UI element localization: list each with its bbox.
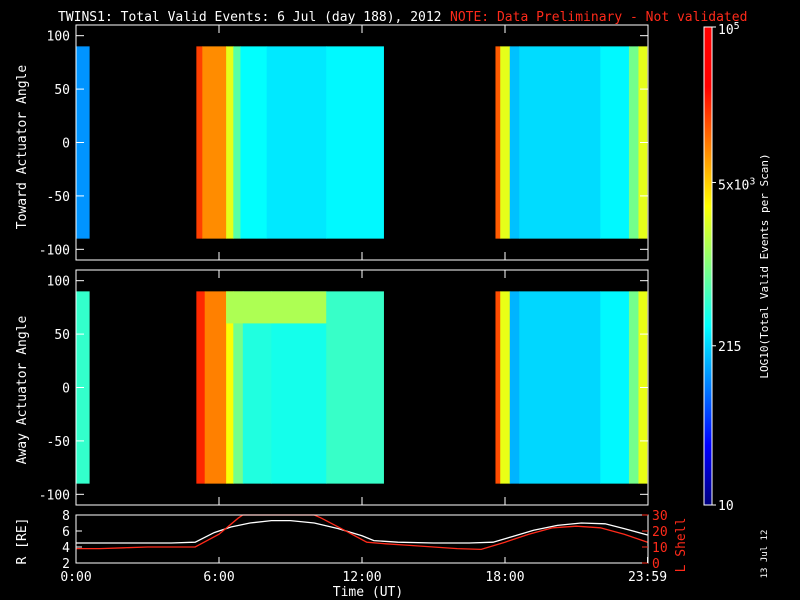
away-ytick-label: -50 <box>47 435 70 450</box>
orbit-left-ytick-label: 4 <box>62 541 70 556</box>
toward-ytick-label: 0 <box>62 137 70 152</box>
toward-band <box>202 46 227 239</box>
toward-band <box>509 46 520 239</box>
colorbar-tick-label: 105 <box>718 21 740 38</box>
x-tick-label: 6:00 <box>203 570 234 585</box>
orbit-right-axis-label: L Shell <box>674 518 689 573</box>
orbit-left-axis-label: R [RE] <box>15 518 30 565</box>
toward-band <box>240 46 268 239</box>
toward-band <box>196 46 203 239</box>
away-high-angle-feature <box>226 291 327 324</box>
orbit-right-ytick-label: 30 <box>652 509 668 524</box>
toward-band <box>226 46 234 239</box>
away-ytick-label: 100 <box>47 275 70 290</box>
toward-band <box>266 46 327 239</box>
x-tick-label: 18:00 <box>485 570 524 585</box>
colorbar-frame <box>703 26 713 506</box>
away-band <box>226 291 234 484</box>
orbit-right-ytick-label: 10 <box>652 541 668 556</box>
x-tick-label: 23:59 <box>628 570 667 585</box>
orbit-left-ytick-label: 8 <box>62 509 70 524</box>
radius-series-line <box>76 519 648 544</box>
toward-ytick-label: -50 <box>47 190 70 205</box>
away-band <box>519 291 601 484</box>
date-stamp: 13 Jul 12 <box>760 530 770 579</box>
toward-band <box>600 46 630 239</box>
lshell-series-line <box>76 514 648 551</box>
away-ytick-label: 50 <box>54 328 70 343</box>
colorbar-tick-label: 5x103 <box>718 176 755 193</box>
x-tick-label: 12:00 <box>342 570 381 585</box>
away-band <box>500 291 511 484</box>
away-band <box>495 291 501 484</box>
orbit-right-ytick-label: 20 <box>652 525 668 540</box>
x-tick-label: 0:00 <box>60 570 91 585</box>
away-ytick-label: -100 <box>39 488 70 503</box>
away-band <box>628 291 639 484</box>
toward-band <box>326 46 384 239</box>
away-y-axis-label: Away Actuator Angle <box>15 315 30 464</box>
away-band <box>326 291 384 484</box>
toward-band <box>628 46 639 239</box>
away-band <box>233 291 244 484</box>
away-band <box>196 291 206 484</box>
away-angle-panel: 100 50 0 -50 -100 <box>39 269 649 506</box>
away-band <box>204 291 227 484</box>
away-ytick-label: 0 <box>62 382 70 397</box>
colorbar-fill <box>704 27 712 505</box>
colorbar: 105 5x103 215 10 <box>703 21 755 514</box>
away-band <box>600 291 630 484</box>
colorbar-label: LOG10(Total Valid Events per Scan) <box>758 153 771 378</box>
toward-band <box>519 46 601 239</box>
orbit-left-ytick-label: 2 <box>62 557 70 572</box>
toward-y-axis-label: Toward Actuator Angle <box>15 65 30 230</box>
toward-ytick-label: -100 <box>39 243 70 258</box>
orbit-left-ytick-label: 6 <box>62 525 70 540</box>
x-axis-label: Time (UT) <box>333 585 403 600</box>
preliminary-note: NOTE: Data Preliminary - Not validated <box>450 10 747 25</box>
toward-ytick-label: 50 <box>54 83 70 98</box>
away-band <box>509 291 520 484</box>
toward-angle-panel: 100 50 0 -50 -100 <box>39 24 649 261</box>
colorbar-tick-label: 10 <box>718 499 734 514</box>
toward-ytick-label: 100 <box>47 30 70 45</box>
orbit-right-ytick-label: 0 <box>652 557 660 572</box>
toward-band <box>500 46 511 239</box>
chart-title: TWINS1: Total Valid Events: 6 Jul (day 1… <box>58 10 442 25</box>
toward-band <box>233 46 241 239</box>
colorbar-tick-label: 215 <box>718 340 741 355</box>
toward-band <box>495 46 501 239</box>
